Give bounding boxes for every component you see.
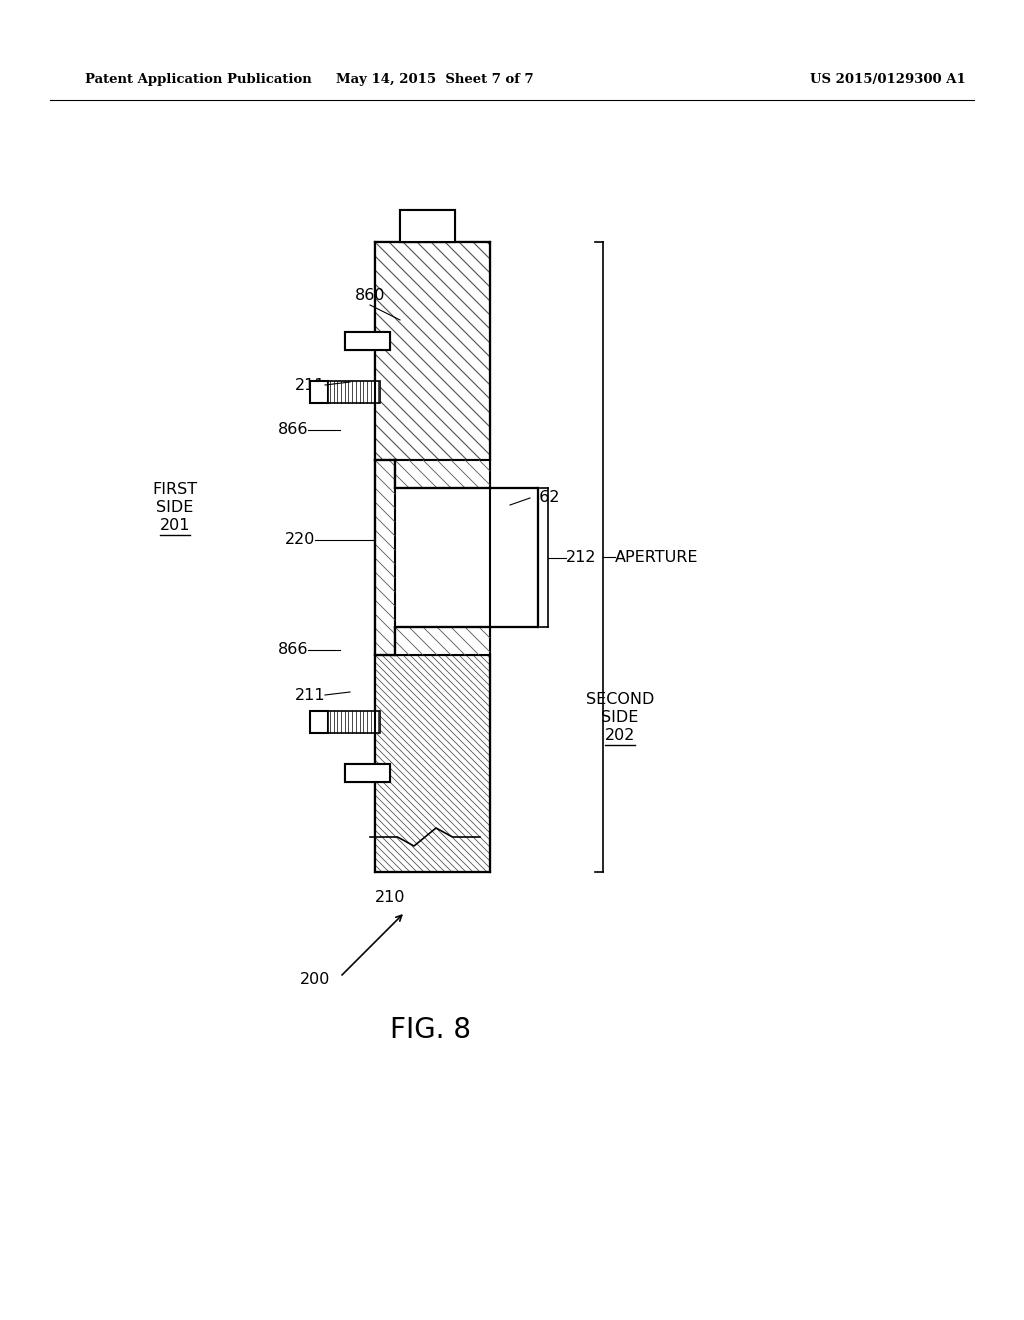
Text: Patent Application Publication: Patent Application Publication: [85, 74, 311, 87]
Text: SECOND: SECOND: [586, 693, 654, 708]
Bar: [310, 711, 328, 733]
Text: 220: 220: [285, 532, 315, 548]
Bar: [375, 242, 490, 459]
Text: FIG. 8: FIG. 8: [389, 1016, 470, 1044]
Bar: [375, 242, 490, 873]
Text: 211: 211: [294, 378, 325, 392]
Text: SIDE: SIDE: [157, 500, 194, 516]
Text: 211: 211: [294, 688, 325, 702]
Bar: [310, 381, 328, 403]
Bar: [400, 210, 455, 242]
Bar: [375, 459, 490, 655]
Text: 201: 201: [160, 519, 190, 533]
Text: 866: 866: [278, 643, 308, 657]
Bar: [375, 459, 490, 655]
Bar: [375, 655, 490, 873]
Bar: [375, 459, 395, 655]
Text: 210: 210: [375, 890, 406, 906]
Text: 200: 200: [300, 973, 330, 987]
Bar: [490, 488, 538, 627]
Text: 866: 866: [278, 422, 308, 437]
Bar: [345, 333, 390, 350]
Text: 212: 212: [566, 550, 597, 565]
Text: 202: 202: [605, 729, 635, 743]
Bar: [328, 381, 380, 403]
Bar: [400, 210, 455, 242]
Bar: [395, 459, 490, 488]
Bar: [345, 764, 390, 781]
Text: US 2015/0129300 A1: US 2015/0129300 A1: [810, 74, 966, 87]
Text: May 14, 2015  Sheet 7 of 7: May 14, 2015 Sheet 7 of 7: [336, 74, 534, 87]
Bar: [345, 333, 390, 350]
Text: FIRST: FIRST: [153, 483, 198, 498]
Text: 860: 860: [354, 288, 385, 302]
Bar: [395, 627, 490, 655]
Bar: [345, 764, 390, 781]
Text: SIDE: SIDE: [601, 710, 639, 726]
Text: APERTURE: APERTURE: [615, 549, 698, 565]
Text: 862: 862: [530, 491, 560, 506]
Bar: [328, 711, 380, 733]
